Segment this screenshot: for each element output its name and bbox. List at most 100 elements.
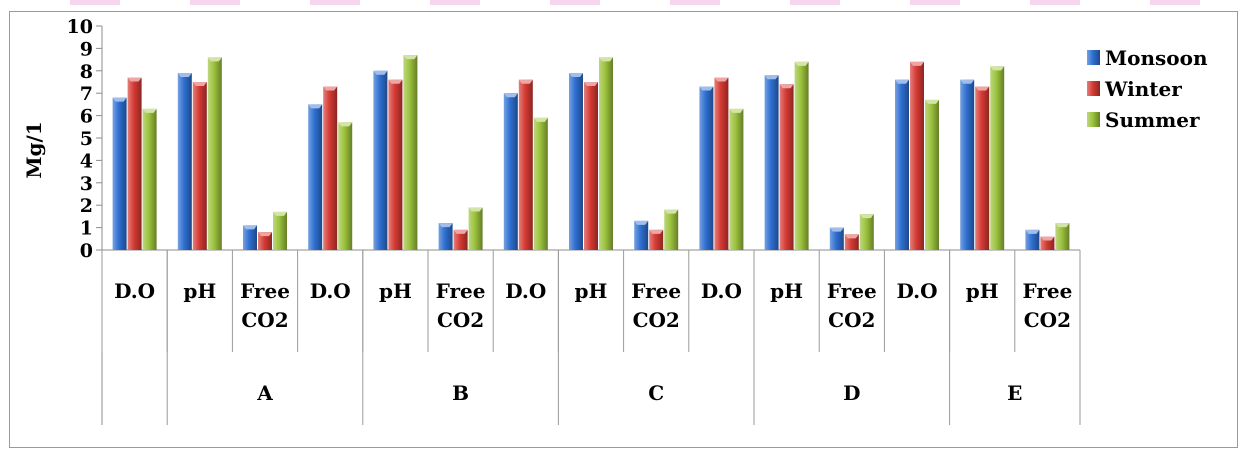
category-label: CO2 [633, 308, 680, 332]
bar-cap [729, 108, 744, 113]
category-label: CO2 [437, 308, 484, 332]
category-label: CO2 [828, 308, 875, 332]
y-tick-label: 3 [80, 173, 93, 195]
bar-cap [192, 82, 207, 86]
bar-cap [764, 75, 779, 80]
bar-monsoon [438, 223, 453, 250]
bar-winter [323, 86, 338, 250]
bar-monsoon [829, 227, 844, 250]
bar-winter [910, 61, 924, 251]
category-label: Free [436, 279, 486, 303]
bar-summer [925, 99, 939, 250]
group-label: A [256, 381, 273, 405]
bar-cap [844, 234, 859, 239]
bar-cap [273, 211, 287, 216]
category-label: pH [183, 279, 216, 303]
legend-swatch-summer [1087, 112, 1100, 127]
bar-cap [533, 117, 548, 122]
bar-summer [599, 57, 613, 250]
bar-cap [338, 122, 353, 127]
bar-cap [308, 104, 323, 109]
bar-cap [258, 232, 272, 237]
group-label: D [843, 381, 860, 405]
bar-monsoon [634, 220, 649, 250]
bar-winter [388, 79, 403, 250]
bar-summer [273, 211, 287, 250]
bar-winter [584, 82, 598, 250]
bar-cap [207, 57, 222, 62]
bar-cap [127, 77, 142, 82]
bar-cap [779, 84, 794, 89]
bar-winter [192, 82, 207, 250]
legend-label-winter: Winter [1104, 77, 1182, 101]
bar-cap [699, 86, 714, 91]
y-axis-label: Mg/1 [22, 121, 46, 178]
bar-cap [468, 207, 483, 212]
bar-cap [518, 79, 533, 84]
bar-cap [664, 209, 679, 214]
bar-summer [729, 108, 744, 250]
category-label: D.O [310, 279, 351, 303]
bar-monsoon [308, 104, 323, 251]
category-label: D.O [896, 279, 937, 303]
category-label: D.O [701, 279, 742, 303]
bar-cap [403, 55, 418, 60]
y-tick-label: 6 [80, 106, 93, 128]
bar-summer [207, 57, 222, 250]
bar-cap [584, 82, 598, 86]
bar-monsoon [895, 79, 909, 250]
top-decorative-stripe [0, 0, 1242, 5]
bar-summer [1055, 223, 1070, 250]
bar-summer [859, 214, 874, 250]
category-label: CO2 [1024, 308, 1071, 332]
category-label: pH [966, 279, 999, 303]
bar-monsoon [960, 79, 975, 250]
bar-cap [388, 79, 403, 84]
bar-winter [453, 229, 468, 250]
category-label: Free [631, 279, 681, 303]
bar-monsoon [373, 70, 388, 250]
bar-cap [569, 73, 583, 78]
group-label: C [648, 381, 664, 405]
bar-cap [960, 79, 975, 84]
bar-cap [1040, 236, 1055, 241]
legend-swatch-winter [1087, 81, 1100, 96]
y-tick-label: 7 [80, 83, 93, 105]
category-label: Free [827, 279, 877, 303]
category-label: CO2 [241, 308, 288, 332]
bar-cap [859, 214, 874, 219]
category-label: D.O [114, 279, 155, 303]
y-tick-label: 10 [67, 16, 93, 38]
bar-monsoon [569, 73, 583, 250]
bar-winter [714, 77, 729, 251]
bar-summer [142, 108, 157, 250]
bar-winter [779, 84, 794, 251]
bar-winter [518, 79, 533, 250]
bar-cap [323, 86, 338, 91]
bar-summer [338, 122, 353, 250]
bar-cap [112, 97, 127, 102]
bar-winter [649, 229, 664, 250]
bar-cap [990, 66, 1005, 71]
bar-cap [910, 61, 924, 66]
bar-winter [127, 77, 142, 251]
category-label: pH [379, 279, 412, 303]
bar-cap [714, 77, 729, 82]
bar-monsoon [177, 73, 192, 250]
bar-cap [243, 225, 257, 230]
category-label: Free [240, 279, 290, 303]
bar-cap [177, 73, 192, 78]
legend-label-summer: Summer [1105, 108, 1200, 132]
bar-monsoon [503, 93, 518, 250]
bar-summer [403, 55, 418, 251]
bar-cap [794, 61, 809, 66]
bar-summer [664, 209, 679, 250]
bar-summer [990, 66, 1005, 250]
y-tick-label: 8 [80, 61, 93, 83]
bar-cap [599, 57, 613, 62]
y-tick-label: 9 [80, 38, 93, 60]
category-label: D.O [505, 279, 546, 303]
bar-cap [634, 220, 649, 225]
y-tick-label: 4 [80, 150, 93, 172]
